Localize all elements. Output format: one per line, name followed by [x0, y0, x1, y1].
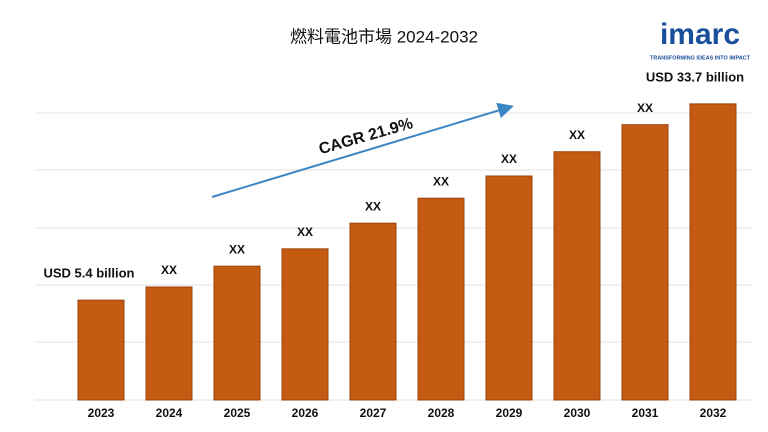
cagr-arrow — [211, 102, 514, 198]
x-tick-label: 2026 — [292, 406, 319, 420]
bar — [553, 151, 601, 401]
bar — [417, 197, 465, 401]
value-label: XX — [433, 174, 449, 188]
bar — [621, 124, 669, 401]
value-label: XX — [569, 128, 585, 142]
bar — [213, 265, 261, 401]
x-tick-label: 2028 — [428, 406, 455, 420]
x-tick-label: 2029 — [496, 406, 523, 420]
bar — [485, 175, 533, 401]
x-tick-label: 2027 — [360, 406, 387, 420]
x-tick-label: 2025 — [224, 406, 251, 420]
value-label: XX — [161, 263, 177, 277]
value-label: XX — [229, 242, 245, 256]
value-label: XX — [297, 225, 313, 239]
cagr-label: CAGR 21.9% — [317, 115, 415, 158]
logo: imarc TRANSFORMING IDEAS INTO IMPACT — [650, 18, 751, 62]
bar — [349, 222, 397, 401]
value-label: XX — [501, 152, 517, 166]
x-tick-label: 2031 — [632, 406, 659, 420]
chart-title: 燃料電池市場 2024-2032 — [290, 27, 478, 46]
value-label: XX — [637, 101, 653, 115]
bar — [281, 248, 329, 401]
value-label: USD 5.4 billion — [43, 266, 134, 281]
value-label: USD 33.7 billion — [646, 69, 744, 84]
logo-name: imarc — [660, 18, 740, 51]
bar — [145, 286, 193, 401]
x-tick-label: 2032 — [700, 406, 727, 420]
bar — [689, 103, 737, 401]
x-tick-label: 2024 — [156, 406, 183, 420]
x-tick-label: 2030 — [564, 406, 591, 420]
logo-tagline: TRANSFORMING IDEAS INTO IMPACT — [650, 55, 751, 61]
x-tick-label: 2023 — [88, 406, 115, 420]
value-label: XX — [365, 199, 381, 213]
bar — [77, 299, 125, 401]
